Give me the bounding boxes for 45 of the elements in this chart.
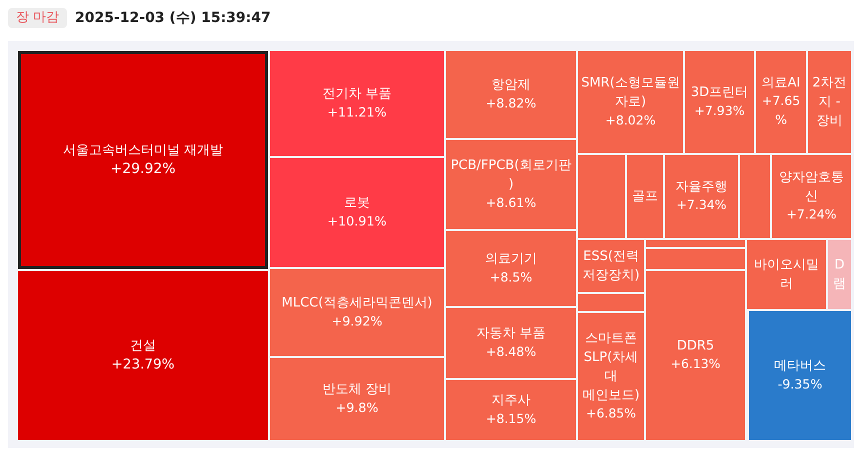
category-label: 바이오시밀러 [754, 257, 819, 292]
data-label: +23.79% [111, 356, 175, 373]
category-label: ESS(전력저장장치) [582, 248, 640, 283]
category-label: 자율주행 [676, 179, 728, 194]
category-label: 의료기기 [485, 251, 537, 266]
category-label: 항암제 [492, 77, 530, 92]
text: 2025-12-03 (수) 15:39:47 [75, 9, 271, 28]
category-label: 전기차 부품 [322, 86, 392, 102]
category-label: 3D프린터 [690, 84, 748, 100]
category-label: 2차전지 - 장비 [812, 75, 847, 128]
category-label: 자동차 부품 [476, 326, 546, 341]
category-label: 메타버스 [774, 358, 826, 374]
category-label: 의료AI [762, 75, 800, 90]
category-label: DDR5 [676, 338, 714, 354]
data-label: +6.85% [586, 406, 636, 421]
data-label: +8.15% [486, 410, 536, 426]
data-label: +6.13% [670, 356, 721, 372]
category-label: D램 [833, 257, 846, 292]
data-label: +11.21% [327, 105, 387, 120]
category-label: 로봇 [344, 195, 370, 210]
data-label: +9.92% [332, 313, 382, 328]
data-label: +7.93% [694, 102, 745, 118]
data-label: +10.91% [327, 213, 387, 228]
category-label: 반도체 장비 [322, 382, 392, 397]
category-label: 스마트폰 SLP(차세대 메인보드) [582, 330, 640, 403]
category-label: MLCC(적층세라믹콘덴서) [282, 295, 432, 310]
data-label: +7.65% [762, 93, 800, 128]
data-label: +8.82% [486, 95, 536, 110]
data-label: +8.02% [605, 112, 656, 128]
category-label: 건설 [130, 338, 156, 354]
category-label: 골프 [632, 188, 658, 204]
data-label: +7.24% [786, 206, 837, 222]
text: 장 마감 [8, 8, 68, 28]
data-label: +8.48% [486, 344, 536, 359]
category-label: 지주사 [492, 392, 530, 408]
category-label: PCB/FPCB(회로기판) [450, 158, 572, 192]
data-label: +29.92% [110, 161, 176, 178]
data-label: +8.61% [486, 194, 536, 210]
category-label: SMR(소형모듈원자로) [581, 75, 680, 110]
data-label: +9.8% [336, 400, 378, 415]
data-label: +7.34% [676, 197, 727, 212]
category-label: 서울고속버스터미널 재개발 [62, 142, 224, 158]
category-label: 양자암호통신 [779, 170, 844, 204]
data-label: -9.35% [778, 376, 822, 392]
data-label: +8.5% [490, 269, 532, 284]
